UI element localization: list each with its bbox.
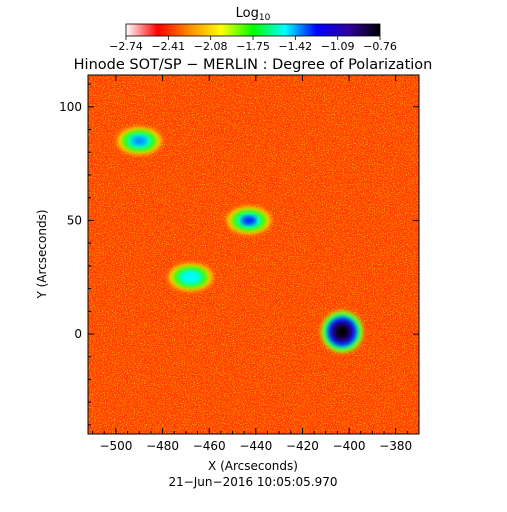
colorbar-tick-label: −0.76 [363,40,397,53]
colorbar-tick-label: −2.08 [194,40,228,53]
x-tick-label: −480 [146,439,179,453]
plot-frame [87,74,420,435]
y-axis-label: Y (Arcseconds) [35,209,49,299]
x-tick-label: −420 [286,439,319,453]
x-tick-label: −400 [333,439,366,453]
colorbar-tick-label: −1.42 [278,40,312,53]
sunspot [337,326,347,337]
heatmap [88,75,419,434]
x-tick-label: −500 [99,439,132,453]
y-tick-label: 0 [74,327,82,341]
network-patch [183,272,199,282]
colorbar: Log10 −2.74 −2.41 −2.08 −1.75 −1.42 −1.09 −0.7… [109,6,397,53]
colorbar-gradient [125,23,381,37]
y-tick-label: 50 [67,213,82,227]
network-patch [241,215,257,226]
observation-timestamp: 21−Jun−2016 10:05:05.970 [168,475,337,489]
x-tick-label: −440 [239,439,272,453]
chart-title: Hinode SOT/SP − MERLIN : Degree of Polar… [74,57,433,73]
colorbar-tick-label: −1.75 [236,40,270,53]
colorbar-tick-label: −2.74 [109,40,143,53]
y-axis: 0 50 100 [59,83,419,426]
colorbar-tick-label: −2.41 [151,40,185,53]
x-axis-label: X (Arcseconds) [208,459,298,473]
colorbar-tick-label: −1.09 [321,40,355,53]
x-axis: −500 −480 −460 −440 −420 −400 −380 [92,75,420,453]
network-patch [131,136,147,146]
x-tick-label: −460 [193,439,226,453]
x-tick-label: −380 [379,439,412,453]
heatmap-features [116,126,364,353]
colorbar-label: Log10 [236,6,271,23]
y-tick-label: 100 [59,100,82,114]
